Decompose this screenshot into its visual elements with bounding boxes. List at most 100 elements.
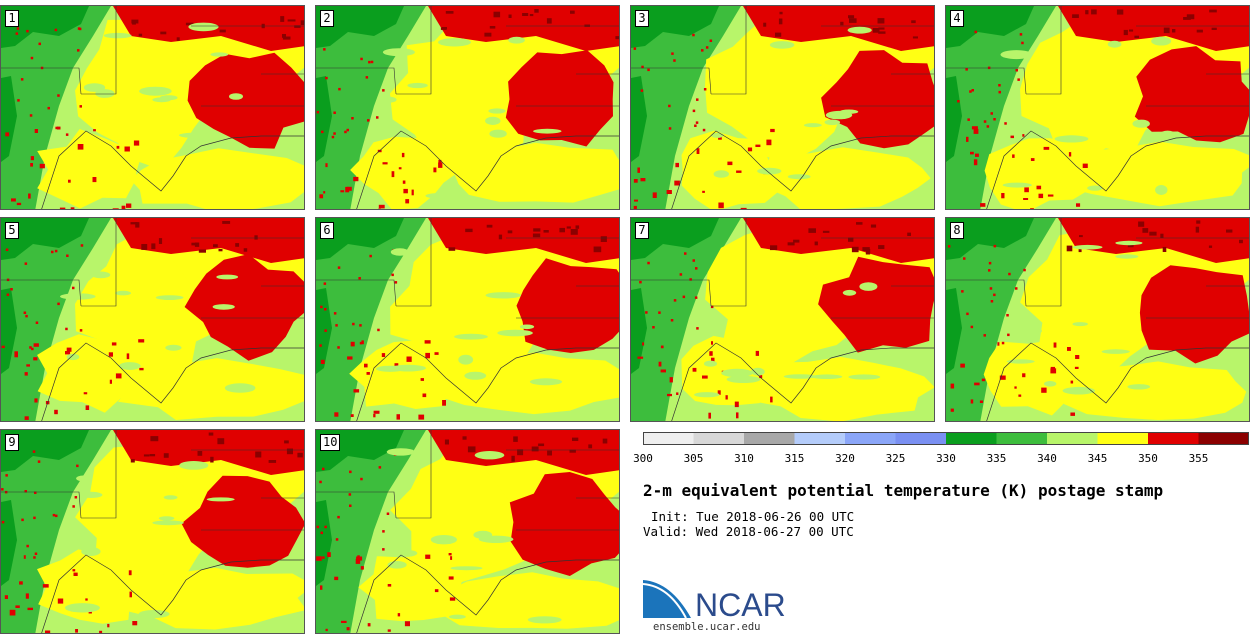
red-speckle [673,59,676,62]
stamp-member-1[interactable]: 1 [0,5,305,210]
red-speckle [425,554,431,559]
light-green-streak [430,535,457,545]
red-speckle [1022,134,1025,137]
stamp-member-4[interactable]: 4 [945,5,1250,210]
colorbar-tick-label: 345 [1087,452,1108,465]
red-speckle [676,392,679,395]
red-speckle [652,326,655,329]
dark-red-spot [484,32,492,37]
light-green-streak [721,368,753,378]
yellow-region [681,130,782,209]
red-speckle [335,538,339,541]
dark-red-spot [255,451,262,458]
red-speckle [640,89,644,92]
coastline [41,554,304,633]
light-green-streak [488,108,506,114]
red-speckle [702,190,705,193]
red-speckle [75,629,78,633]
red-speckle [402,180,406,184]
red-speckle [320,531,323,535]
light-green-streak [811,374,843,379]
red-speckle [347,356,353,360]
red-speckle [316,525,320,529]
dark-red-spot [191,242,199,246]
red-speckle [979,400,983,403]
light-green-streak [1160,130,1175,137]
red-speckle [981,378,986,382]
dark-red-spot [1066,245,1073,252]
red-speckle [66,347,72,352]
red-speckle [55,126,58,130]
light-green-streak [694,392,720,398]
colorbar-tick-label: 335 [986,452,1007,465]
red-speckle [116,145,120,149]
dark-red-spot [808,228,816,233]
red-speckle [702,375,708,379]
dark-red-spot [149,454,156,457]
red-speckle [345,186,350,193]
stamp-member-3[interactable]: 3 [630,5,935,210]
dark-red-spot [872,28,880,33]
red-speckle [77,144,84,150]
red-speckle [23,555,26,559]
logo-swoosh-highlight [643,583,687,619]
stamp-member-7[interactable]: 7 [630,217,935,422]
red-speckle [367,119,370,122]
dark-red-spot [493,11,501,18]
red-speckle [406,356,412,362]
dark-red-spot [1078,249,1082,253]
red-speckle [647,261,650,265]
yellow-region [350,136,462,209]
red-speckle [966,136,969,142]
light-green-streak [726,375,761,383]
red-speckle [670,319,674,322]
stamp-member-10[interactable]: 10 [315,429,620,634]
light-green-streak [1115,240,1143,246]
dark-red-spot [615,36,619,40]
red-speckle [1038,193,1044,199]
red-speckle [85,598,88,601]
red-speckle [359,341,363,345]
red-speckle [433,167,437,173]
stamp-member-5[interactable]: 5 [0,217,305,422]
dark-red-spot [1196,220,1201,224]
colorbar-swatch [946,432,997,445]
equivalent-potential-temperature-field [1,218,304,421]
red-speckle [766,139,772,146]
dark-red-spot [575,225,580,229]
stamp-member-2[interactable]: 2 [315,5,620,210]
colorbar-tick-label: 310 [734,452,754,465]
light-green-streak [152,520,184,526]
dark-red-spot [513,436,518,442]
red-speckle [346,627,350,631]
colorbar-tick-label: 330 [936,452,956,465]
stamp-member-8[interactable]: 8 [945,217,1250,422]
red-speckle [367,623,371,627]
red-region [428,430,619,475]
light-green-streak [103,32,132,39]
light-green-streak [485,292,522,299]
red-speckle [1008,272,1011,276]
equivalent-potential-temperature-field [631,218,934,421]
dark-red-spot [1072,14,1079,18]
red-speckle [420,378,424,381]
stamp-member-9[interactable]: 9 [0,429,305,634]
colorbar-swatch [895,432,947,445]
red-speckle [770,128,775,133]
red-speckle [93,129,96,132]
state-borders [1,218,304,319]
red-speckle [333,111,336,114]
red-speckle [54,409,58,415]
red-speckle [322,467,325,471]
dark-red-spot [793,239,800,243]
dark-red-spot [198,249,206,253]
red-speckle [24,416,29,420]
light-green-streak [91,271,111,279]
coastline [356,342,619,421]
red-speckle [10,288,13,291]
stamp-member-6[interactable]: 6 [315,217,620,422]
colorbar-tick-label: 340 [1037,452,1057,465]
red-speckle [88,611,92,614]
red-speckle [55,514,58,518]
green-region [1,218,111,421]
